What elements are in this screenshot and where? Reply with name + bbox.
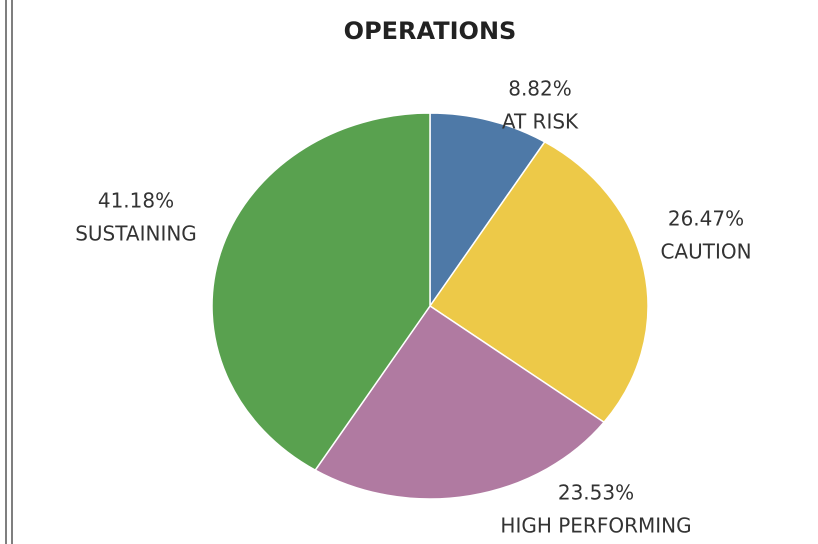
- chart-title: OPERATIONS: [344, 17, 517, 45]
- slice-category-label: HIGH PERFORMING: [500, 514, 691, 538]
- pie-slice: [314, 304, 606, 500]
- slice-value-label: 8.82%: [508, 77, 572, 101]
- slice-value-label: 26.47%: [668, 207, 744, 231]
- slice-category-label: CAUTION: [660, 240, 751, 264]
- slice-value-label: 23.53%: [558, 481, 634, 505]
- slice-value-label: 41.18%: [98, 189, 174, 213]
- pie-slice: [211, 112, 431, 472]
- slice-category-label: AT RISK: [502, 110, 579, 134]
- pie-slice: [429, 112, 546, 309]
- pie-slice: [428, 140, 649, 424]
- slice-category-label: SUSTAINING: [75, 222, 197, 246]
